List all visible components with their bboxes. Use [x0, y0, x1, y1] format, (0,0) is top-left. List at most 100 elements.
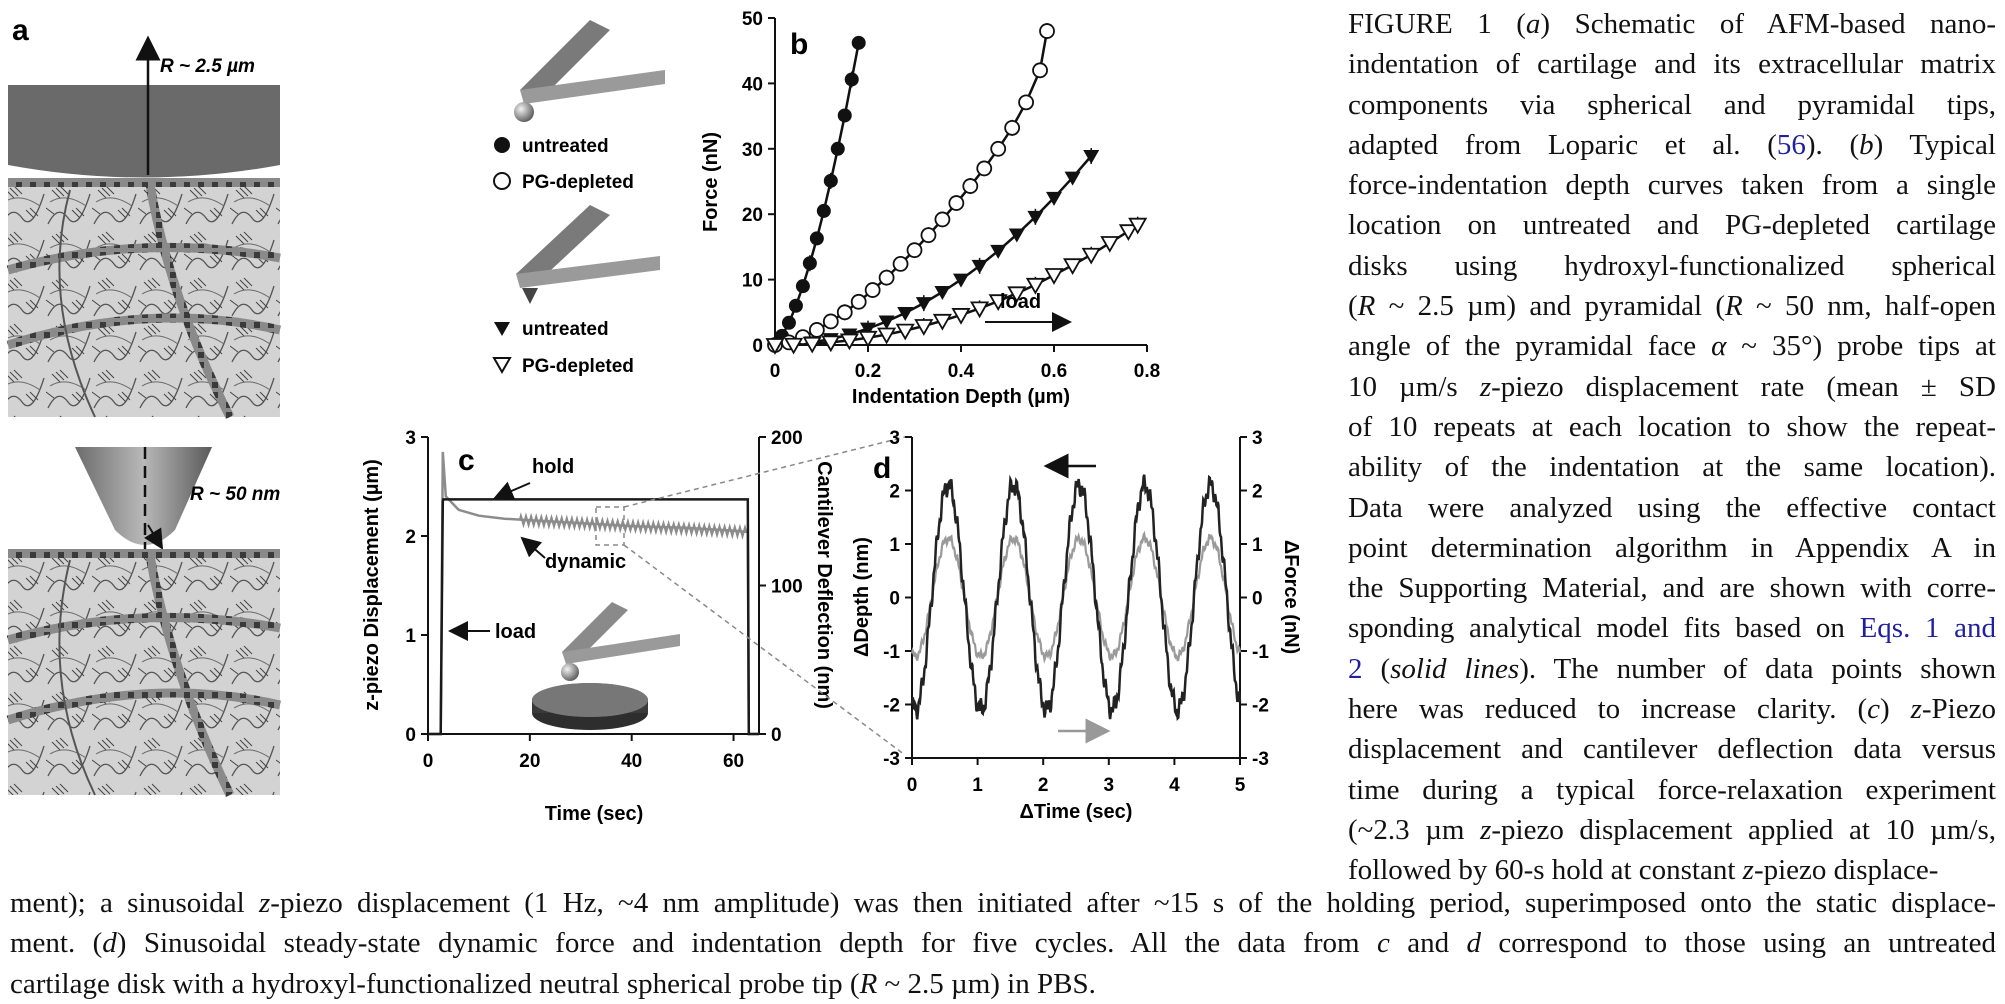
- caption-line: adapted from Loparic et al. (56). (b) Ty…: [1348, 128, 1996, 161]
- caption-line: (~2.3 µm z-piezo displacement applied at…: [1348, 813, 1996, 846]
- caption-line: time during a typical force-relaxation e…: [1348, 773, 1996, 806]
- open-triangle-marker-icon: [492, 357, 512, 375]
- b-point-open-triangle: [895, 323, 915, 341]
- bottom-radius-label: R ~ 50 nm: [190, 484, 280, 505]
- c-y-axis-label: z-piezo Displacement (µm): [361, 459, 383, 711]
- b-data-points: [765, 23, 1148, 355]
- b-y-tick-label: 10: [742, 271, 763, 292]
- collagen-fiber-icon: [145, 184, 235, 420]
- b-point-open-circle: [864, 282, 881, 298]
- b-point-open-circle: [920, 227, 937, 244]
- c-y2-axis-label: Cantilever Deflection (nm): [813, 461, 835, 709]
- b-point-open-triangle: [1044, 268, 1064, 285]
- b-point-open-triangle: [1007, 286, 1027, 304]
- b-point-open-triangle: [1128, 217, 1148, 235]
- d-y-tick-label: -3: [883, 749, 900, 770]
- c-y2-tick-label: 100: [771, 577, 803, 598]
- b-point-open-circle: [892, 256, 909, 272]
- panel-c-label: c: [458, 444, 475, 477]
- c-dynamic-annotation: dynamic: [545, 551, 626, 573]
- b-point-open-triangle: [932, 313, 952, 331]
- b-y-tick-label: 30: [742, 140, 763, 161]
- c-y2-tick-label: 0: [771, 725, 782, 746]
- b-point-filled-triangle: [915, 297, 932, 312]
- b-point-open-circle: [906, 242, 923, 259]
- filled-circle-marker-icon: [494, 137, 510, 153]
- b-point-filled-circle: [802, 256, 817, 271]
- b-x-tick-label: 0.6: [1041, 361, 1067, 382]
- b-point-open-triangle: [784, 337, 804, 355]
- d-force-line: [910, 474, 1242, 721]
- zoom-line-top: [623, 436, 906, 508]
- legend-item-untreated-sphere: untreated: [522, 136, 609, 157]
- panel-b-legend: untreated PG-depleted untreated PG-deple…: [492, 20, 665, 377]
- panel-d-chart: d 0 1 2 3 4 5 -3 -2 -1 0 1 2 3 -3 -2 -1 0 1 2 3 ΔTime (sec)…: [851, 428, 1302, 823]
- b-point-filled-circle: [830, 141, 845, 156]
- b-ticks: 0 0.2 0.4 0.6 0.8 0 10 20 30 40 50: [742, 9, 1160, 382]
- d-y2-tick-label: 3: [1252, 428, 1263, 449]
- fiber-line-icon: [58, 559, 96, 796]
- d-x-axis-label: ΔTime (sec): [1020, 801, 1133, 823]
- b-point-filled-triangle: [1064, 171, 1081, 186]
- b-point-filled-circle: [851, 35, 866, 50]
- b-point-open-triangle: [802, 336, 822, 354]
- d-y-axis-label: ΔDepth (nm): [851, 537, 873, 657]
- caption-line: point determination algorithm in Appendi…: [1348, 531, 1996, 564]
- c-x-tick-label: 20: [519, 751, 540, 772]
- d-x-tick-label: 2: [1038, 775, 1049, 796]
- b-point-filled-triangle: [878, 315, 895, 330]
- b-point-open-triangle: [839, 333, 859, 351]
- b-point-open-triangle: [821, 335, 841, 353]
- d-y-tick-label: 0: [889, 589, 900, 610]
- b-point-filled-circle: [809, 231, 824, 246]
- caption-line: ment. (d) Sinusoidal steady-state dynami…: [10, 927, 1997, 960]
- caption-line: indentation of cartilage and its extrace…: [1348, 48, 1996, 81]
- c-zpiezo-line: [428, 498, 759, 736]
- caption-line: cartilage disk with a hydroxyl-functiona…: [10, 967, 1096, 1000]
- afm-tip-sample-icon: [532, 602, 680, 730]
- c-y-tick-label: 0: [405, 725, 416, 746]
- d-y2-tick-label: -1: [1252, 642, 1269, 663]
- legend-item-pgdepleted-pyramid: PG-depleted: [522, 356, 634, 377]
- caption-line: force-indentation depth curves taken fro…: [1348, 169, 1996, 202]
- b-point-open-circle: [962, 178, 979, 194]
- caption-line: disks using hydroxyl-functionalized sphe…: [1348, 249, 1996, 282]
- b-x-tick-label: 0.4: [948, 361, 975, 382]
- d-x-tick-label: 1: [972, 775, 983, 796]
- figure-caption-bottom: ment); a sinusoidal z-piezo displacement…: [10, 883, 1996, 1004]
- b-point-open-circle: [934, 211, 951, 228]
- caption-line: of 10 repeats at each location to show t…: [1348, 410, 1996, 443]
- b-y-tick-label: 0: [752, 336, 763, 357]
- caption-line: sponding analytical model fits based on …: [1348, 612, 1996, 645]
- d-y2-tick-label: -3: [1252, 749, 1269, 770]
- zoom-box: [595, 506, 625, 546]
- b-point-open-circle: [836, 304, 853, 321]
- b-x-tick-label: 0.8: [1134, 361, 1160, 382]
- d-y-tick-label: 2: [889, 482, 900, 503]
- b-point-filled-circle: [781, 315, 796, 330]
- c-x-tick-label: 40: [621, 751, 642, 772]
- b-point-open-triangle: [765, 338, 785, 355]
- caption-line: displacement and cantilever deflection d…: [1348, 733, 1996, 766]
- b-point-open-circle: [850, 293, 867, 310]
- b-point-filled-circle: [837, 108, 852, 123]
- b-point-open-triangle: [1025, 277, 1045, 295]
- d-x-tick-label: 0: [907, 775, 918, 796]
- c-hold-annotation: hold: [532, 456, 574, 478]
- b-point-open-triangle: [1118, 224, 1138, 242]
- b-point-filled-triangle: [971, 259, 988, 274]
- b-point-open-circle: [948, 195, 965, 211]
- b-point-filled-triangle: [897, 306, 914, 321]
- c-x-tick-label: 0: [423, 751, 434, 772]
- cartilage-matrix-bottom: [8, 553, 280, 795]
- c-deflection-oscillation: [518, 512, 748, 540]
- b-y-tick-label: 40: [742, 74, 763, 95]
- collagen-band-icon: [8, 549, 280, 558]
- hold-arrow-icon: [493, 481, 531, 501]
- caption-line: ability of the indentation at the same l…: [1348, 451, 1996, 484]
- b-point-open-circle: [822, 313, 839, 330]
- dynamic-arrow-icon: [520, 536, 546, 559]
- d-y2-axis-label: ΔForce (nN): [1280, 540, 1302, 654]
- caption-line: components via spherical and pyramidal t…: [1348, 88, 1996, 121]
